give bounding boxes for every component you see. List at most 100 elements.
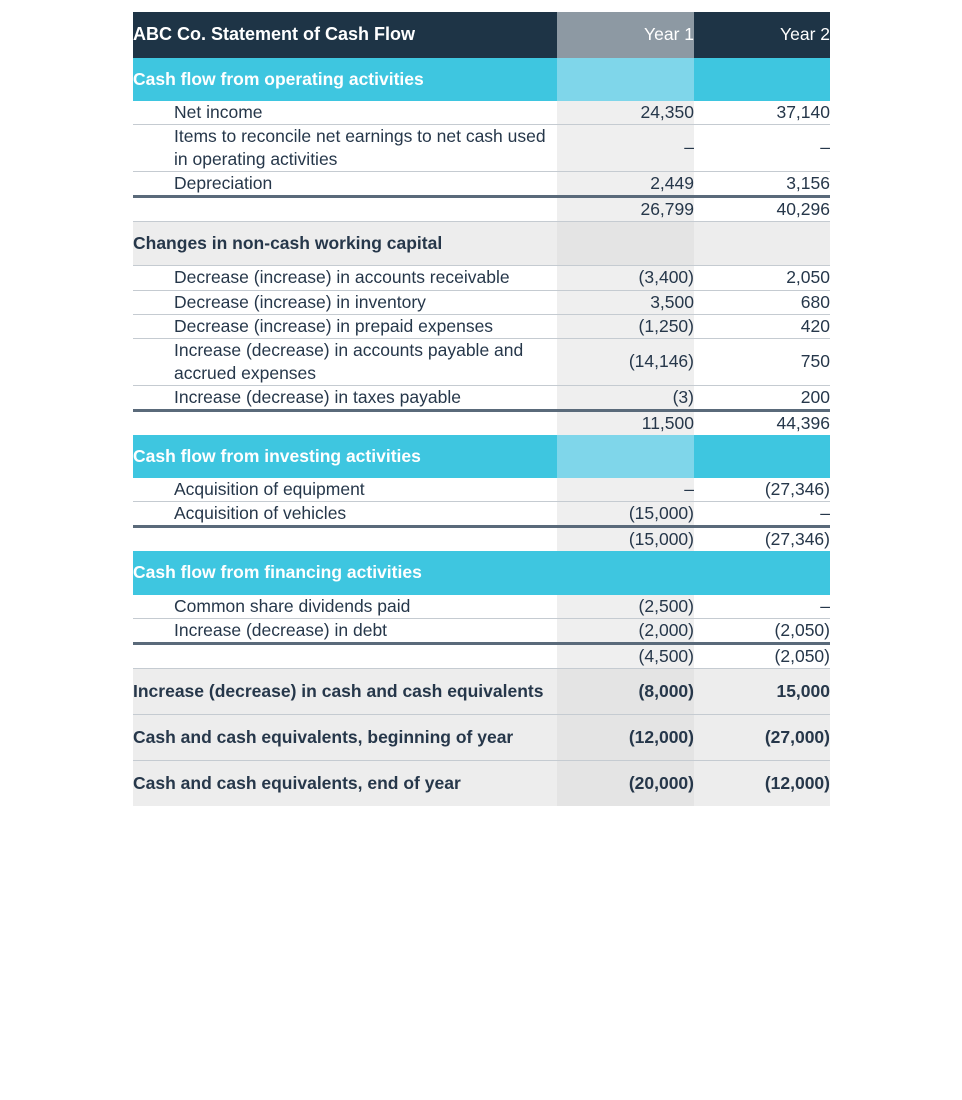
cell-year-1: (1,250) xyxy=(557,314,694,338)
row-divider xyxy=(133,221,830,223)
subtotal-row: 11,500 44,396 xyxy=(133,411,830,436)
cell-year-2: (27,346) xyxy=(694,478,830,502)
statement-title: ABC Co. Statement of Cash Flow xyxy=(133,12,557,58)
section-header-row: Cash flow from operating activities xyxy=(133,57,830,101)
cell-year-1: – xyxy=(557,124,694,172)
row-divider xyxy=(133,337,830,339)
row-label xyxy=(133,528,557,552)
table-row: Common share dividends paid (2,500) – xyxy=(133,594,830,618)
row-label: Increase (decrease) in debt xyxy=(133,618,557,642)
cell-year-1: 26,799 xyxy=(557,198,694,222)
row-label: Acquisition of equipment xyxy=(133,478,557,502)
sub-section-title: Changes in non-cash working capital xyxy=(133,222,557,266)
cell-year-2: (12,000) xyxy=(694,761,830,807)
summary-row: Cash and cash equivalents, beginning of … xyxy=(133,714,830,760)
cell-year-1: (8,000) xyxy=(557,668,694,714)
cell-year-1: (3) xyxy=(557,385,694,409)
cell-year-1: 2,449 xyxy=(557,172,694,196)
row-label: Increase (decrease) in accounts payable … xyxy=(133,338,557,385)
row-label: Decrease (increase) in inventory xyxy=(133,290,557,314)
cell-year-2: 37,140 xyxy=(694,100,830,124)
table-body: ABC Co. Statement of Cash Flow Year 1 Year… xyxy=(133,12,830,807)
row-label xyxy=(133,411,557,436)
section-header-row: Cash flow from financing activities xyxy=(133,551,830,595)
table-row: Items to reconcile net earnings to net c… xyxy=(133,124,830,172)
row-label xyxy=(133,198,557,222)
cell-year-2: – xyxy=(694,502,830,526)
cell-year-1: (15,000) xyxy=(557,528,694,552)
row-divider xyxy=(133,265,830,267)
row-label: Increase (decrease) in taxes payable xyxy=(133,385,557,409)
row-label: Items to reconcile net earnings to net c… xyxy=(133,124,557,172)
column-header-year-1: Year 1 xyxy=(557,12,694,58)
table-row: Decrease (increase) in inventory 3,500 680 xyxy=(133,290,830,314)
cell-year-2: 15,000 xyxy=(694,668,830,714)
subtotal-divider xyxy=(133,525,830,529)
cell-year-2: 420 xyxy=(694,314,830,338)
table-header-row: ABC Co. Statement of Cash Flow Year 1 Year… xyxy=(133,12,830,58)
cell-year-1: (15,000) xyxy=(557,502,694,526)
cell-year-2: (27,346) xyxy=(694,528,830,552)
row-divider xyxy=(133,313,830,315)
table-row: Decrease (increase) in prepaid expenses(… xyxy=(133,314,830,338)
cell-year-1: 11,500 xyxy=(557,411,694,436)
row-divider xyxy=(133,713,830,715)
cell-year-2: (2,050) xyxy=(694,644,830,668)
summary-row: Increase (decrease) in cash and cash equ… xyxy=(133,668,830,714)
cell-year-2: (2,050) xyxy=(694,618,830,642)
table-row: Increase (decrease) in taxes payable (3) 2… xyxy=(133,385,830,409)
section-title: Cash flow from investing activities xyxy=(133,435,557,479)
table-row: Decrease (increase) in accounts receivab… xyxy=(133,266,830,290)
cell-year-2: – xyxy=(694,594,830,618)
cell-year-1 xyxy=(557,222,694,266)
cell-year-1 xyxy=(557,435,694,479)
cash-flow-table: ABC Co. Statement of Cash Flow Year 1 Year… xyxy=(133,12,830,807)
cell-year-2: 2,050 xyxy=(694,266,830,290)
row-divider xyxy=(133,171,830,173)
cell-year-2: – xyxy=(694,124,830,172)
subtotal-row: (15,000) (27,346) xyxy=(133,528,830,552)
table-row: Acquisition of vehicles (15,000) – xyxy=(133,502,830,526)
cell-year-1: (12,000) xyxy=(557,714,694,760)
cell-year-2: 40,296 xyxy=(694,198,830,222)
cell-year-2 xyxy=(694,551,830,595)
cell-year-2: 680 xyxy=(694,290,830,314)
row-label xyxy=(133,644,557,668)
subtotal-row: 26,799 40,296 xyxy=(133,198,830,222)
summary-row: Cash and cash equivalents, end of year (2… xyxy=(133,761,830,807)
row-label: Increase (decrease) in cash and cash equ… xyxy=(133,668,557,714)
section-title: Cash flow from financing activities xyxy=(133,551,557,595)
cell-year-2: 44,396 xyxy=(694,411,830,436)
subtotal-divider xyxy=(133,408,830,412)
row-divider xyxy=(133,384,830,386)
cell-year-2 xyxy=(694,57,830,101)
table-row: Increase (decrease) in debt (2,000) (2,050… xyxy=(133,618,830,642)
table-row: Depreciation 2,449 3,156 xyxy=(133,172,830,196)
row-divider xyxy=(133,501,830,503)
column-header-year-2: Year 2 xyxy=(694,12,830,58)
row-label: Decrease (increase) in accounts receivab… xyxy=(133,266,557,290)
row-label: Depreciation xyxy=(133,172,557,196)
cash-flow-statement: ABC Co. Statement of Cash Flow Year 1 Year… xyxy=(133,12,830,807)
cell-year-1: (20,000) xyxy=(557,761,694,807)
row-divider xyxy=(133,289,830,291)
cell-year-1: (2,500) xyxy=(557,594,694,618)
sub-header-row: Changes in non-cash working capital xyxy=(133,222,830,266)
table-row: Acquisition of equipment – (27,346) xyxy=(133,478,830,502)
table-row: Increase (decrease) in accounts payable … xyxy=(133,338,830,385)
cell-year-2 xyxy=(694,435,830,479)
row-divider xyxy=(133,617,830,619)
cell-year-1: 24,350 xyxy=(557,100,694,124)
row-label: Decrease (increase) in prepaid expenses xyxy=(133,314,557,338)
row-divider xyxy=(133,667,830,669)
cell-year-1: (3,400) xyxy=(557,266,694,290)
cell-year-1: (14,146) xyxy=(557,338,694,385)
row-label: Net income xyxy=(133,100,557,124)
section-title: Cash flow from operating activities xyxy=(133,57,557,101)
cell-year-2: 200 xyxy=(694,385,830,409)
subtotal-divider xyxy=(133,641,830,645)
cell-year-1 xyxy=(557,57,694,101)
cell-year-1: – xyxy=(557,478,694,502)
cell-year-2: 750 xyxy=(694,338,830,385)
table-row: Net income 24,350 37,140 xyxy=(133,100,830,124)
